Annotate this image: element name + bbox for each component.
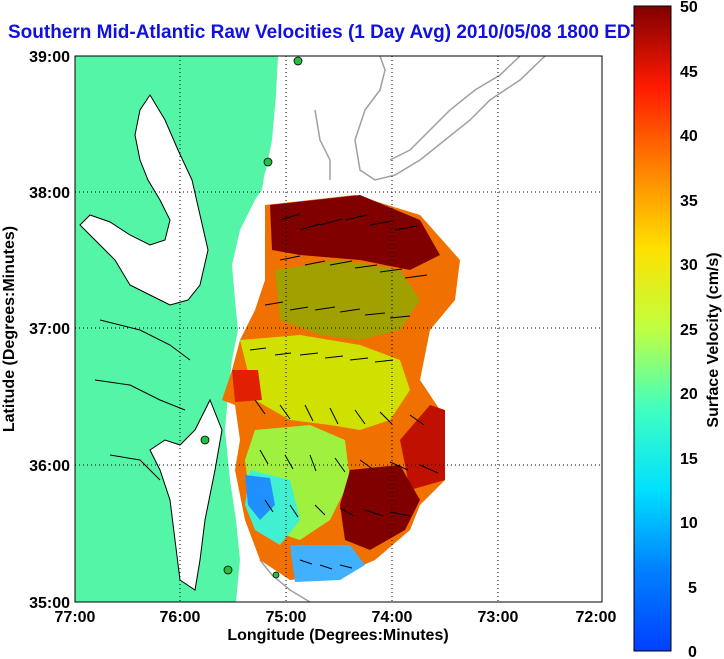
y-tick-label: 36:00 — [29, 458, 70, 475]
colorbar-label: Surface Velocity (cm/s) — [705, 252, 722, 427]
colorbar — [633, 5, 672, 652]
y-axis-label: Latitude (Degrees:Minutes) — [1, 226, 18, 432]
y-tick-labels: 39:00 38:00 37:00 36:00 35:00 — [29, 49, 70, 612]
bathymetry-contour — [354, 56, 546, 181]
x-tick-label: 72:00 — [576, 609, 617, 626]
velocity-vectors — [249, 213, 439, 570]
colorbar-tick-label: 20 — [680, 386, 698, 403]
colorbar-tick-label: 0 — [688, 644, 697, 659]
colorbar-tick-label: 40 — [680, 128, 698, 145]
x-tick-labels: 77:00 76:00 75:00 74:00 73:00 72:00 — [55, 609, 617, 626]
colorbar-tick-label: 30 — [680, 257, 698, 274]
colorbar-tick-label: 15 — [680, 451, 698, 468]
x-tick-label: 75:00 — [266, 609, 307, 626]
bathymetry-contour — [389, 56, 521, 161]
x-tick-label: 76:00 — [160, 609, 201, 626]
x-tick-label: 77:00 — [55, 609, 96, 626]
plot-frame — [74, 55, 603, 603]
y-tick-label: 38:00 — [29, 185, 70, 202]
colorbar-tick-label: 25 — [680, 322, 698, 339]
map-title: Southern Mid-Atlantic Raw Velocities (1 … — [8, 22, 643, 43]
colorbar-tick-label: 10 — [680, 515, 698, 532]
colorbar-tick-label: 5 — [688, 580, 697, 597]
colorbar-tick-label: 50 — [680, 0, 698, 16]
bathymetry-contour — [314, 109, 331, 180]
y-tick-label: 35:00 — [29, 595, 70, 612]
x-axis-label: Longitude (Degrees:Minutes) — [227, 627, 448, 644]
velocity-field — [222, 195, 460, 582]
colorbar-tick-label: 45 — [680, 64, 698, 81]
river-line — [94, 379, 186, 411]
y-tick-label: 37:00 — [29, 321, 70, 338]
station-markers — [200, 56, 303, 579]
gridlines — [75, 56, 602, 602]
y-tick-label: 39:00 — [29, 49, 70, 66]
river-line — [109, 454, 161, 481]
colorbar-tick-label: 35 — [680, 193, 698, 210]
chesapeake-bay — [79, 94, 209, 306]
x-tick-label: 73:00 — [478, 609, 519, 626]
x-tick-label: 74:00 — [372, 609, 413, 626]
colorbar-tick-labels: 50 45 40 35 30 25 20 15 10 5 0 — [680, 0, 698, 659]
bathymetry-contour — [259, 559, 311, 602]
